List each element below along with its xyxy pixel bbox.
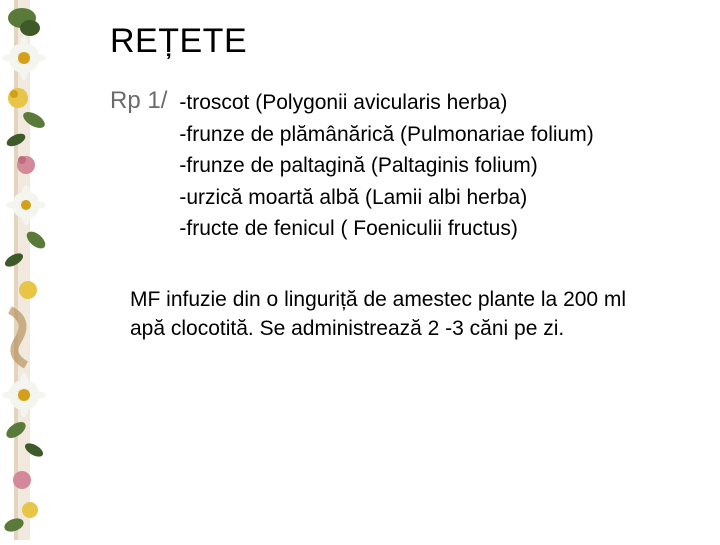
recipe-label: Rp 1/ bbox=[110, 87, 167, 115]
ingredient-item: -fructe de fenicul ( Foeniculii fructus) bbox=[179, 213, 593, 245]
recipe-block: Rp 1/ -troscot (Polygonii avicularis her… bbox=[110, 87, 690, 245]
ingredient-item: -urzică moartă albă (Lamii albi herba) bbox=[179, 182, 593, 214]
slide-title: REȚETE bbox=[110, 22, 690, 61]
ingredient-item: -frunze de paltagină (Paltaginis folium) bbox=[179, 150, 593, 182]
ingredient-list: -troscot (Polygonii avicularis herba) -f… bbox=[179, 87, 593, 245]
slide-content: REȚETE Rp 1/ -troscot (Polygonii avicula… bbox=[110, 22, 690, 343]
ingredient-item: -frunze de plămânărică (Pulmonariae foli… bbox=[179, 119, 593, 151]
floral-border bbox=[0, 0, 58, 540]
instructions-text: MF infuzie din o linguriță de amestec pl… bbox=[130, 285, 640, 344]
ingredient-item: -troscot (Polygonii avicularis herba) bbox=[179, 87, 593, 119]
